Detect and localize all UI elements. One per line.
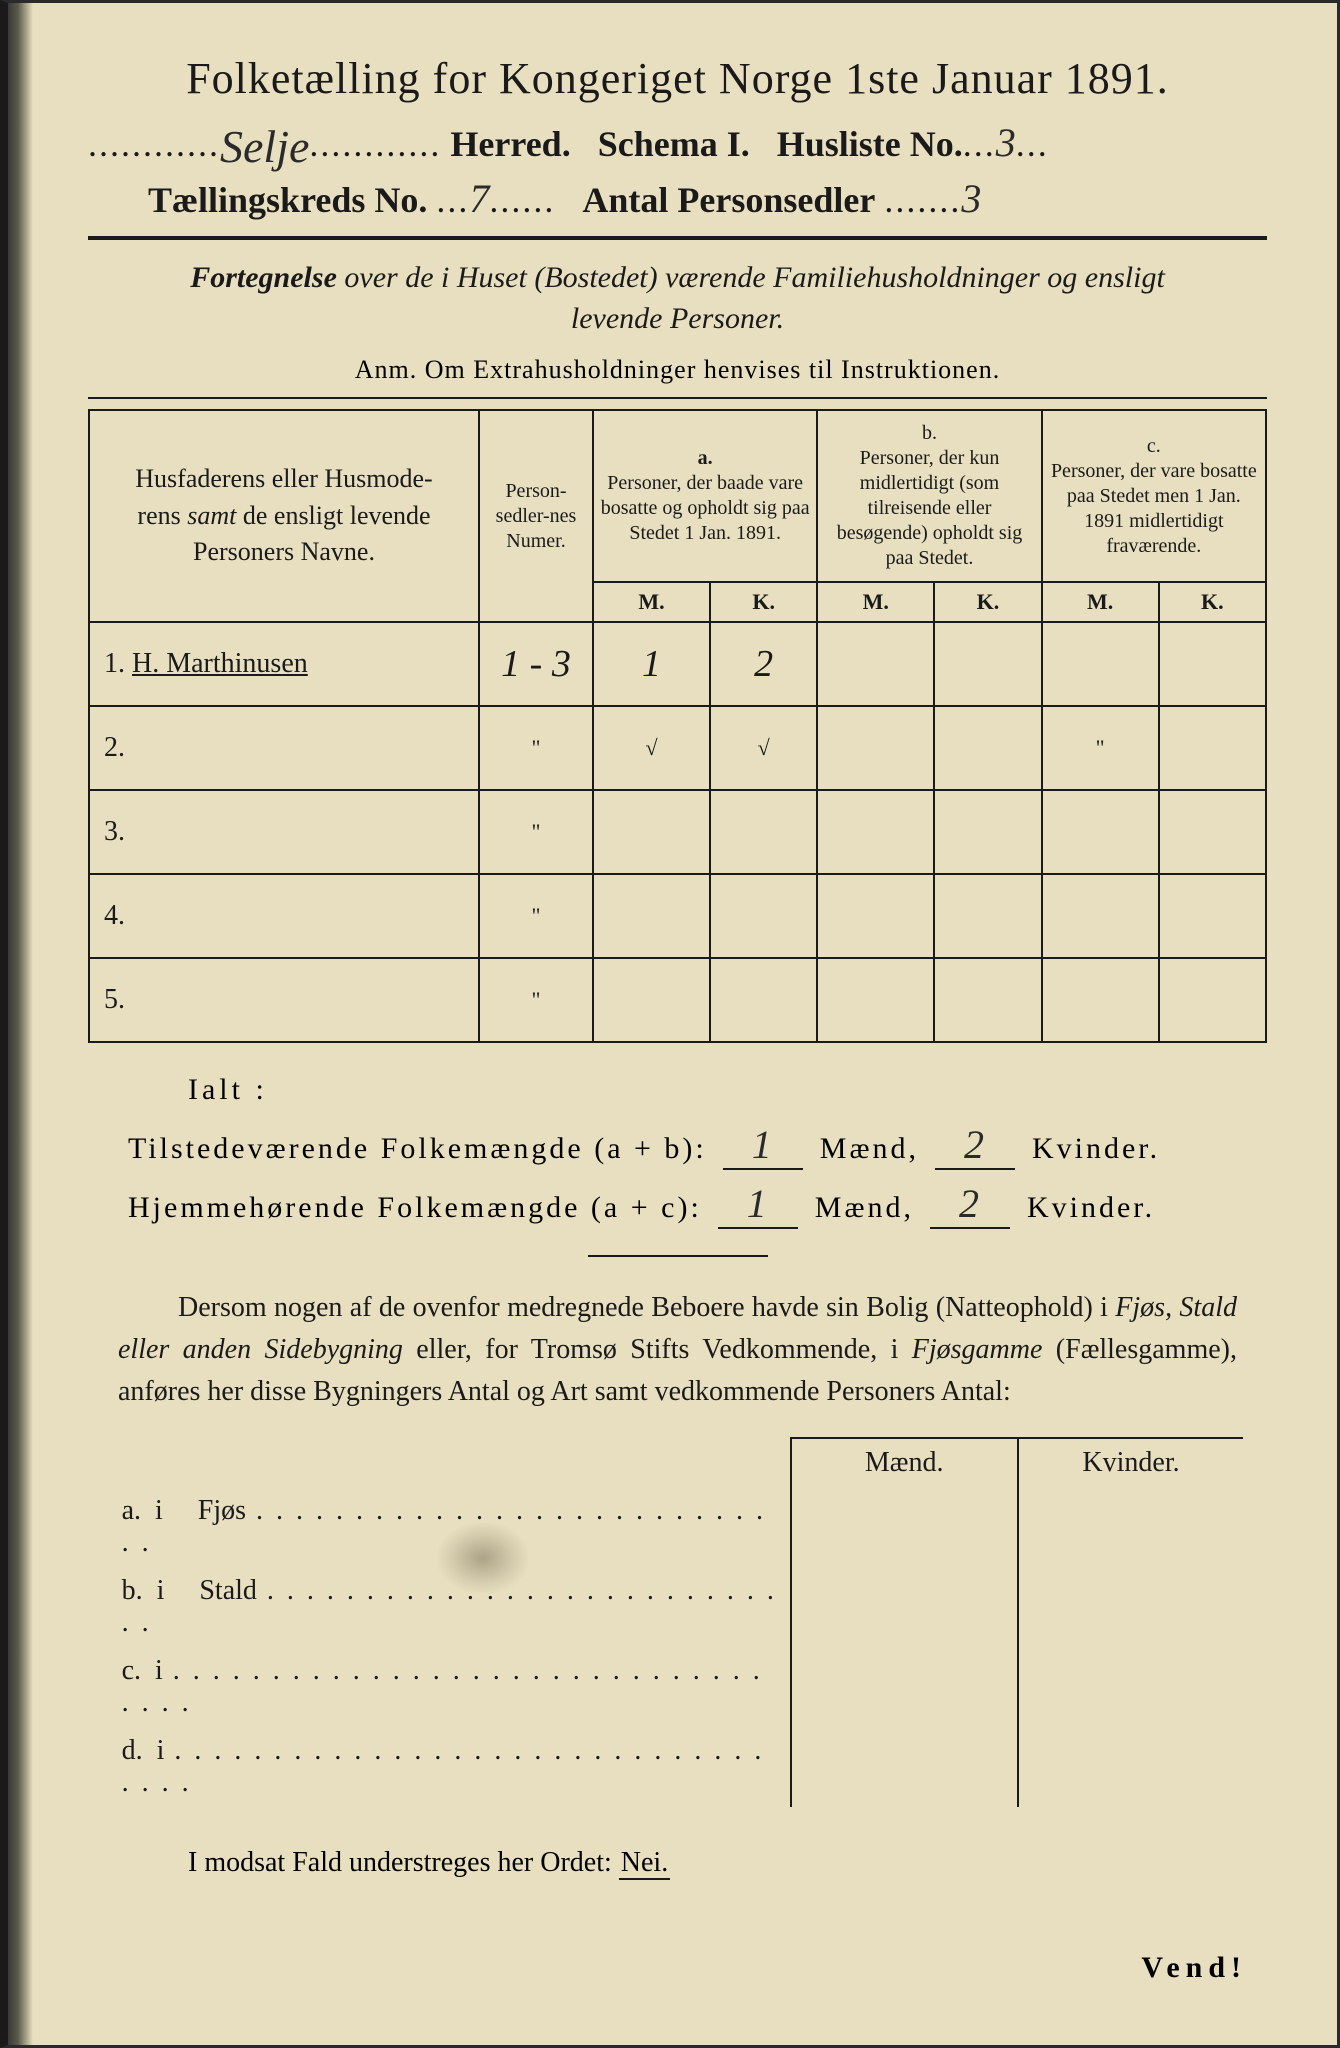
nei-line: I modsat Fald understreges her Ordet: Ne…	[188, 1847, 1267, 1879]
anm-note: Anm. Om Extrahusholdninger henvises til …	[88, 355, 1267, 385]
ialt-label: Ialt :	[188, 1073, 1267, 1107]
table-row: 1. H. Marthinusen 1 - 3 1 2	[89, 622, 1266, 706]
herred-handwritten: Selje	[220, 120, 309, 173]
col-name: Husfaderens eller Husmode-rens samt de e…	[89, 410, 479, 622]
husliste-label: Husliste No.	[777, 124, 963, 164]
table-row: 5. "	[89, 958, 1266, 1042]
col-numer: Person-sedler-nes Numer.	[479, 410, 593, 622]
household-table: Husfaderens eller Husmode-rens samt de e…	[88, 409, 1267, 1043]
herred-label: Herred.	[450, 124, 570, 164]
table-row: 2. " √ √ "	[89, 706, 1266, 790]
col-c-m: M.	[1042, 582, 1159, 622]
side-row: c. i . . . . . . . . . . . . . . . . . .…	[112, 1647, 1244, 1727]
col-c-k: K.	[1159, 582, 1266, 622]
col-kvinder: Kvinder.	[1018, 1438, 1244, 1487]
nei-word: Nei.	[619, 1847, 670, 1880]
husliste-no: 3	[996, 120, 1016, 165]
census-form-page: Folketælling for Kongeriget Norge 1ste J…	[0, 0, 1340, 2048]
side-row: d. i . . . . . . . . . . . . . . . . . .…	[112, 1727, 1244, 1807]
vend-label: Vend!	[1141, 1951, 1247, 1985]
page-title: Folketælling for Kongeriget Norge 1ste J…	[88, 53, 1267, 104]
col-a-m: M.	[593, 582, 710, 622]
kreds-no: 7	[469, 176, 489, 221]
col-a-k: K.	[710, 582, 817, 622]
side-row: b. i Stald . . . . . . . . . . . . . . .…	[112, 1567, 1244, 1647]
row1-name: H. Marthinusen	[132, 648, 308, 679]
summary-resident: Hjemmehørende Folkemængde (a + c): 1 Mæn…	[128, 1180, 1267, 1229]
col-maend: Mænd.	[791, 1438, 1018, 1487]
divider	[588, 1255, 768, 1257]
table-row: 3. "	[89, 790, 1266, 874]
summary-present: Tilstedeværende Folkemængde (a + b): 1 M…	[128, 1121, 1267, 1170]
personsedler-label: Antal Personsedler	[582, 180, 875, 220]
col-a: a. Personer, der baade vare bosatte og o…	[593, 410, 817, 582]
table-row: 4. "	[89, 874, 1266, 958]
side-row: a. i Fjøs . . . . . . . . . . . . . . . …	[112, 1487, 1244, 1567]
col-b-k: K.	[934, 582, 1041, 622]
schema-label: Schema I.	[598, 124, 750, 164]
personsedler-no: 3	[961, 176, 981, 221]
kreds-label: Tællingskreds No.	[148, 180, 427, 220]
sidebygning-paragraph: Dersom nogen af de ovenfor medregnede Be…	[118, 1287, 1237, 1413]
col-b-m: M.	[817, 582, 934, 622]
divider	[88, 236, 1267, 240]
sidebygning-table: Mænd. Kvinder. a. i Fjøs . . . . . . . .…	[112, 1437, 1244, 1807]
divider	[88, 397, 1267, 399]
header-row-1: ............Selje............ Herred. Sc…	[88, 114, 1267, 167]
col-b: b. Personer, der kun midlertidigt (som t…	[817, 410, 1041, 582]
form-subtitle: Fortegnelse over de i Huset (Bostedet) v…	[98, 258, 1257, 339]
col-c: c. Personer, der vare bosatte paa Stedet…	[1042, 410, 1266, 582]
header-row-2: Tællingskreds No. ...7...... Antal Perso…	[148, 175, 1267, 222]
